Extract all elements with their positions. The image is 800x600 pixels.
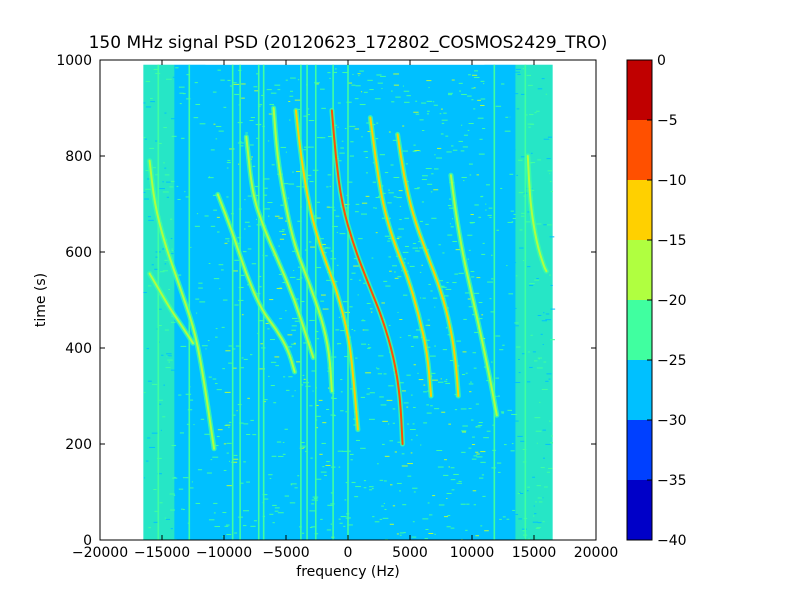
speckle-noise xyxy=(143,66,556,540)
y-tick-label: 200 xyxy=(65,437,92,453)
colorbar-level xyxy=(627,360,652,420)
colorbar-level xyxy=(627,480,652,540)
y-tick-label: 800 xyxy=(65,149,92,165)
y-tick-label: 400 xyxy=(65,341,92,357)
spectrogram xyxy=(143,64,556,540)
doppler-trace xyxy=(369,116,433,397)
x-tick-label: −20000 xyxy=(72,545,128,561)
colorbar-level xyxy=(627,60,652,120)
x-tick-label: 0 xyxy=(344,545,353,561)
x-axis: −20000 −15000 −10000 −5000 0 5000 10000 15000 20… xyxy=(72,60,618,561)
doppler-trace xyxy=(272,107,333,393)
colorbar-tick-label: 0 xyxy=(657,53,666,69)
colorbar-tick-label: −20 xyxy=(657,293,687,309)
doppler-trace xyxy=(294,109,359,431)
x-tick-label: 15000 xyxy=(512,545,557,561)
x-tick-label: −15000 xyxy=(134,545,190,561)
y-tick-label: 600 xyxy=(65,245,92,261)
colorbar-tick-label: −10 xyxy=(657,173,687,189)
doppler-trace xyxy=(148,272,194,345)
y-axis-label: time (s) xyxy=(33,273,49,327)
noise-band xyxy=(484,64,516,540)
x-tick-label: 5000 xyxy=(392,545,428,561)
colorbar: 0 −5 −10 −15 −20 −25 −30 −35 −40 xyxy=(626,53,687,549)
colorbar-level xyxy=(627,240,652,300)
doppler-trace xyxy=(526,155,548,273)
doppler-trace xyxy=(245,135,315,359)
colorbar-level xyxy=(627,180,652,240)
y-tick-label: 1000 xyxy=(56,53,92,69)
colorbar-level xyxy=(627,120,652,180)
y-axis: 0 200 400 600 800 1000 xyxy=(56,53,596,549)
noise-band xyxy=(515,64,553,540)
doppler-trace xyxy=(449,174,498,417)
colorbar-level xyxy=(627,300,652,360)
y-tick-label: 0 xyxy=(83,533,92,549)
colorbar-tick-label: −25 xyxy=(657,353,687,369)
x-axis-label: frequency (Hz) xyxy=(296,564,399,580)
doppler-trace xyxy=(148,159,216,450)
colorbar-tick-label: −5 xyxy=(657,113,678,129)
colorbar-tick-label: −35 xyxy=(657,473,687,489)
colorbar-tick-label: −15 xyxy=(657,233,687,249)
colorbar-tick-label: −30 xyxy=(657,413,687,429)
chart-title: 150 MHz signal PSD (20120623_172802_COSM… xyxy=(89,33,608,53)
colorbar-level xyxy=(627,420,652,480)
x-tick-label: −10000 xyxy=(196,545,252,561)
doppler-trace xyxy=(396,133,460,397)
doppler-trace xyxy=(330,109,404,445)
colorbar-tick-label: −40 xyxy=(657,533,687,549)
x-tick-label: −5000 xyxy=(262,545,309,561)
doppler-trace xyxy=(216,193,296,373)
x-tick-label: 10000 xyxy=(450,545,495,561)
x-tick-label: 20000 xyxy=(574,545,619,561)
